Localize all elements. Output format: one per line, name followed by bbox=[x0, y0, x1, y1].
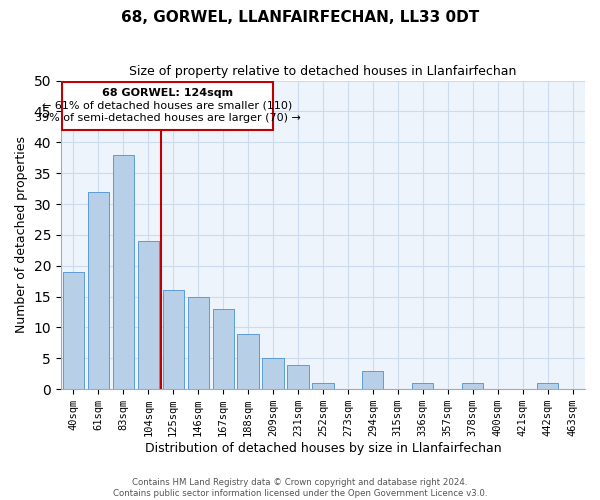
Bar bbox=[537, 383, 558, 389]
Title: Size of property relative to detached houses in Llanfairfechan: Size of property relative to detached ho… bbox=[129, 65, 517, 78]
Y-axis label: Number of detached properties: Number of detached properties bbox=[15, 136, 28, 334]
Bar bbox=[362, 370, 383, 389]
Text: 68, GORWEL, LLANFAIRFECHAN, LL33 0DT: 68, GORWEL, LLANFAIRFECHAN, LL33 0DT bbox=[121, 10, 479, 25]
Text: ← 61% of detached houses are smaller (110): ← 61% of detached houses are smaller (11… bbox=[43, 100, 293, 110]
Bar bbox=[313, 383, 334, 389]
Bar bbox=[113, 154, 134, 389]
Bar bbox=[137, 241, 159, 389]
Text: 68 GORWEL: 124sqm: 68 GORWEL: 124sqm bbox=[102, 88, 233, 98]
Text: 39% of semi-detached houses are larger (70) →: 39% of semi-detached houses are larger (… bbox=[35, 112, 301, 122]
Bar bbox=[88, 192, 109, 389]
Bar bbox=[212, 309, 234, 389]
Text: Contains HM Land Registry data © Crown copyright and database right 2024.
Contai: Contains HM Land Registry data © Crown c… bbox=[113, 478, 487, 498]
Bar bbox=[63, 272, 84, 389]
Bar bbox=[163, 290, 184, 389]
Bar bbox=[462, 383, 484, 389]
FancyBboxPatch shape bbox=[62, 82, 273, 130]
Bar bbox=[287, 364, 308, 389]
Bar bbox=[262, 358, 284, 389]
X-axis label: Distribution of detached houses by size in Llanfairfechan: Distribution of detached houses by size … bbox=[145, 442, 501, 455]
Bar bbox=[412, 383, 433, 389]
Bar bbox=[238, 334, 259, 389]
Bar bbox=[188, 296, 209, 389]
